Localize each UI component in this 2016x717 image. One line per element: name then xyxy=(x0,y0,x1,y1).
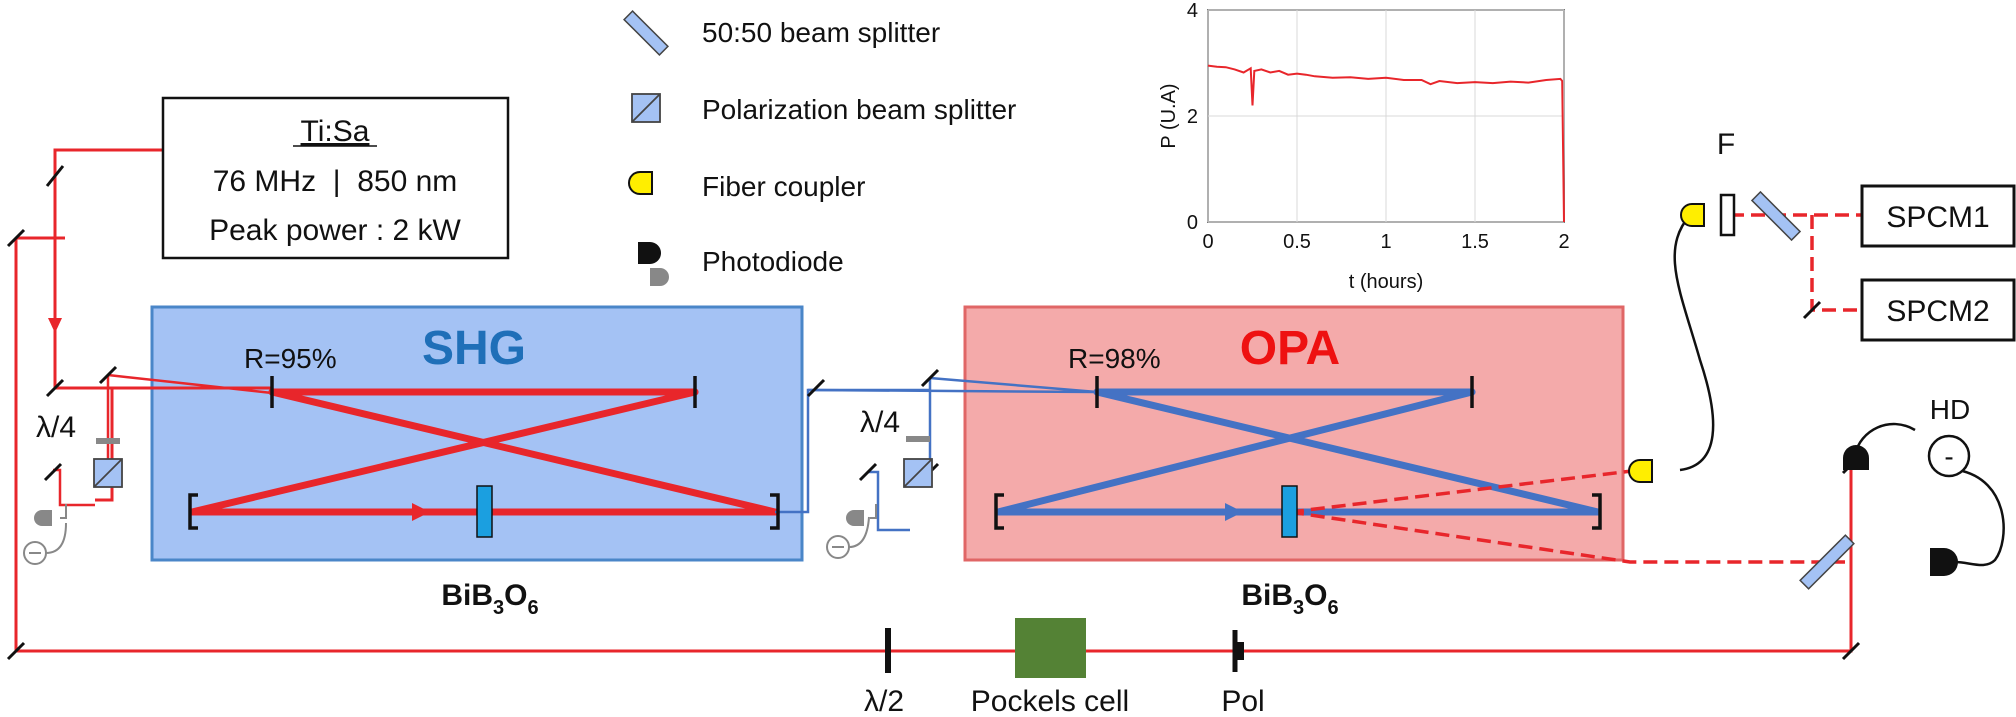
opa-title: OPA xyxy=(1240,322,1340,375)
hd-subtractor-icon xyxy=(1927,434,1971,478)
power-stability-chart: 0 0.5 1 1.5 2 0 2 4 t (hours) P (U.A) xyxy=(1158,0,1570,293)
spcm1-box xyxy=(1860,184,2016,248)
cavity-mirrors xyxy=(188,376,1602,530)
shg-photodiode-icon xyxy=(34,510,52,526)
hd-subtractor-sign: - xyxy=(1944,441,1953,472)
opa-lock-optics xyxy=(826,436,933,559)
chart-xlabel: t (hours) xyxy=(1349,271,1423,293)
fiber-coupler-icon xyxy=(628,171,653,195)
homodyne-detector: - HD xyxy=(1799,394,1971,590)
chart-ytick-label: 2 xyxy=(1187,106,1198,128)
photodiode-icon-grey xyxy=(650,268,669,286)
laser-box xyxy=(161,96,510,260)
laser-peak-power: Peak power : 2 kW xyxy=(209,214,461,247)
opa-quarter-wave xyxy=(906,436,930,442)
laser-title: Ti:Sa xyxy=(301,115,370,148)
spcm2-label: SPCM2 xyxy=(1886,295,1989,328)
opa-crystal xyxy=(1281,485,1298,538)
chart-ylabel: P (U.A) xyxy=(1158,83,1180,148)
chart-grid xyxy=(1207,9,1565,223)
red-arrow-down xyxy=(48,318,62,333)
fiber-paths xyxy=(1673,214,2005,567)
chart-xtick-label: 0 xyxy=(1202,231,1213,253)
hd-photodiode-bottom-icon xyxy=(1930,548,1958,576)
opa-beam-arrow xyxy=(1225,503,1243,521)
hd-label: HD xyxy=(1930,394,1970,425)
filter-label: F xyxy=(1717,128,1735,161)
filter xyxy=(1719,193,1736,237)
spcm-beam-splitter xyxy=(1750,190,1802,242)
polarizer-label: Pol xyxy=(1221,685,1264,717)
photodiode-icon xyxy=(638,242,661,264)
blue-beam-path xyxy=(775,376,1098,532)
chart-xtick-label: 1.5 xyxy=(1461,231,1489,253)
hd-beam-splitter xyxy=(1799,534,1855,590)
red-beam-path xyxy=(14,148,1853,653)
opa-photodiode-icon xyxy=(846,510,864,526)
pockels-label: Pockels cell xyxy=(971,685,1129,717)
shg-crystal xyxy=(476,485,493,538)
spcm1-label: SPCM1 xyxy=(1886,201,1989,234)
chart-ytick-label: 4 xyxy=(1187,0,1198,22)
hd-photodiode-top-icon xyxy=(1843,445,1869,470)
chart-ytick-label: 0 xyxy=(1187,212,1198,234)
laser-specs: 76 MHz | 850 nm xyxy=(213,165,458,198)
bs-5050-icon xyxy=(623,10,669,56)
shg-beam-arrow xyxy=(412,503,430,521)
opa-fiber-coupler-icon xyxy=(1628,459,1653,483)
spcm2-box xyxy=(1860,278,2016,342)
polarizer-icon xyxy=(1232,630,1244,672)
pockels-cell xyxy=(1015,618,1086,678)
chart-series-power xyxy=(1207,64,1565,223)
shg-mirror-reflectivity: R=95% xyxy=(244,343,337,374)
shg-crystal-label: BiB3O6 xyxy=(441,579,538,619)
chart-xtick-label: 1 xyxy=(1380,231,1391,253)
opa-mirror-reflectivity: R=98% xyxy=(1068,343,1161,374)
shg-title: SHG xyxy=(422,322,526,375)
legend-fiber-label: Fiber coupler xyxy=(702,171,865,202)
legend-pbs-label: Polarization beam splitter xyxy=(702,94,1016,125)
legend-bs-5050-label: 50:50 beam splitter xyxy=(702,17,940,48)
opa-crystal-label: BiB3O6 xyxy=(1241,579,1338,619)
shg-quarter-wave-label: λ/4 xyxy=(36,411,76,444)
spcm-fiber-coupler-icon xyxy=(1680,203,1705,227)
legend: 50:50 beam splitter Polarization beam sp… xyxy=(623,10,1016,286)
shg-lock-optics xyxy=(23,438,123,565)
chart-ticks: 0 0.5 1 1.5 2 0 2 4 xyxy=(1187,0,1570,253)
half-wave-label: λ/2 xyxy=(864,685,904,717)
chart-xtick-label: 0.5 xyxy=(1283,231,1311,253)
shg-quarter-wave xyxy=(96,438,120,444)
legend-photodiode-label: Photodiode xyxy=(702,246,844,277)
chart-xtick-label: 2 xyxy=(1558,231,1569,253)
opa-quarter-wave-label: λ/4 xyxy=(860,406,900,439)
